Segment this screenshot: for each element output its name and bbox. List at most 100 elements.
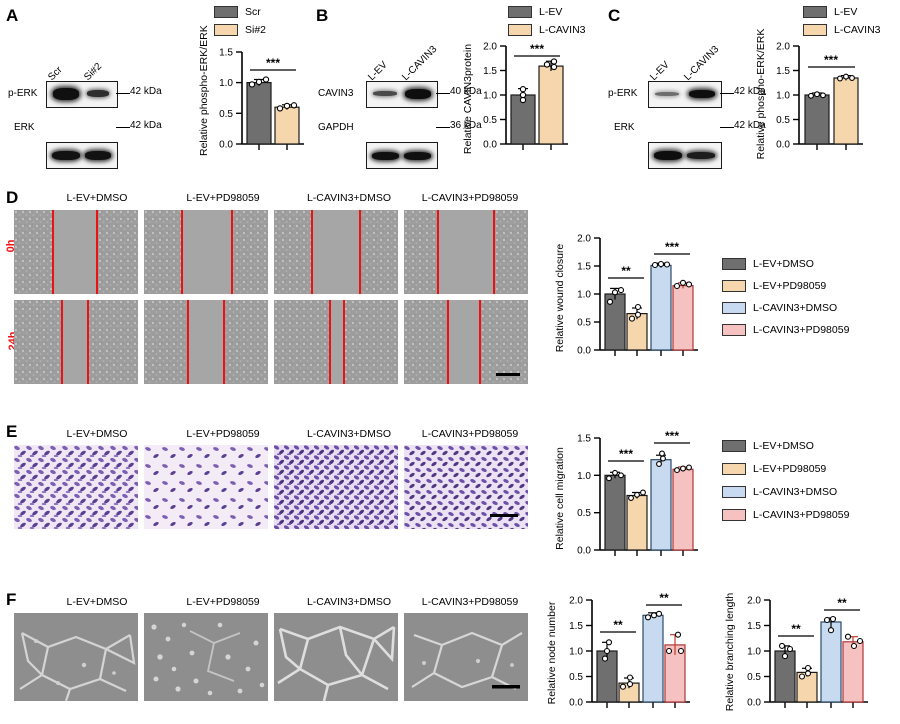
wound-image-0h-3 bbox=[274, 210, 398, 294]
legend-label: L-CAVIN3+PD98059 bbox=[753, 324, 850, 336]
blot-kda-label: 36 kDa bbox=[450, 120, 482, 131]
legend-swatch bbox=[214, 24, 238, 36]
legend-label: L-CAVIN3+PD98059 bbox=[753, 509, 850, 521]
legend-swatch bbox=[214, 6, 238, 18]
legend-label: L-EV+DMSO bbox=[753, 440, 814, 452]
blot-row-label: CAVIN3 bbox=[318, 88, 354, 99]
blot-band-box bbox=[366, 142, 438, 169]
svg-text:2.0: 2.0 bbox=[577, 234, 591, 245]
legend: Scr Si#2 bbox=[214, 6, 266, 42]
panel-f-image-title: L-CAVIN3+DMSO bbox=[306, 596, 392, 608]
svg-text:***: *** bbox=[824, 53, 838, 67]
svg-text:0.5: 0.5 bbox=[776, 115, 790, 126]
panel-letter-f: F bbox=[6, 590, 17, 609]
svg-text:**: ** bbox=[621, 264, 631, 278]
blot-kda-label: 42 kDa bbox=[734, 86, 766, 97]
panel-e-image-title: L-EV+PD98059 bbox=[186, 428, 260, 440]
panel-c-blot: L-EV L-CAVIN3 p-ERK 42 kDa ERK 42 kDa bbox=[608, 44, 766, 169]
blot-lane-label: L-CAVIN3 bbox=[400, 43, 440, 83]
svg-text:1.5: 1.5 bbox=[569, 621, 583, 632]
blot-kda-label: 42 kDa bbox=[130, 86, 162, 97]
panel-f-image-title: L-EV+DMSO bbox=[66, 596, 128, 608]
svg-text:0.0: 0.0 bbox=[577, 346, 591, 357]
panel-letter-c: C bbox=[608, 6, 621, 25]
wound-image-0h-2 bbox=[144, 210, 268, 294]
legend-label: Scr bbox=[245, 6, 261, 18]
legend-swatch bbox=[722, 324, 746, 336]
svg-text:1.0: 1.0 bbox=[569, 647, 583, 658]
legend-label: L-EV+PD98059 bbox=[753, 280, 827, 292]
svg-text:***: *** bbox=[530, 42, 544, 56]
blot-lane-label: L-CAVIN3 bbox=[682, 43, 722, 83]
panel-f-chart-node: Relative node number 0.0 0.5 1.0 1.5 2.0 bbox=[540, 588, 716, 724]
panel-letter-d: D bbox=[6, 188, 19, 207]
panel-e-image-title: L-EV+DMSO bbox=[66, 428, 128, 440]
legend-label: L-CAVIN3 bbox=[539, 24, 586, 36]
migration-image-2 bbox=[144, 445, 268, 529]
panel-f-image-title: L-EV+PD98059 bbox=[186, 596, 260, 608]
panel-d-image-title: L-EV+DMSO bbox=[66, 192, 128, 204]
blot-row-label: p-ERK bbox=[608, 88, 638, 99]
svg-text:0.0: 0.0 bbox=[776, 140, 790, 151]
svg-text:0.5: 0.5 bbox=[569, 672, 583, 683]
migration-image-1 bbox=[14, 445, 138, 529]
svg-text:1.5: 1.5 bbox=[747, 621, 761, 632]
legend-label: L-EV+DMSO bbox=[753, 258, 814, 270]
tube-image-3 bbox=[274, 613, 398, 701]
svg-text:2.0: 2.0 bbox=[776, 42, 790, 53]
blot-band-box bbox=[648, 81, 722, 108]
panel-a-blot: Scr Si#2 p-ERK 42 kDa ERK 42 kDa bbox=[8, 50, 162, 169]
migration-image-3 bbox=[274, 445, 398, 529]
legend-swatch bbox=[722, 258, 746, 270]
blot-band-box bbox=[648, 142, 722, 169]
blot-band-box bbox=[46, 81, 118, 108]
svg-text:***: *** bbox=[665, 240, 679, 254]
svg-text:1.5: 1.5 bbox=[483, 66, 497, 77]
panel-c-chart: Relative phospho-ERK/ERK L-EV L-CAVIN3 0… bbox=[745, 4, 900, 164]
svg-text:1.0: 1.0 bbox=[483, 91, 497, 102]
legend-swatch bbox=[722, 440, 746, 452]
wound-image-24h-4 bbox=[404, 300, 528, 384]
panel-d-image-title: L-CAVIN3+PD98059 bbox=[421, 192, 519, 204]
bar-chart-plot: 0.0 0.5 1.0 1.5 2.0 bbox=[562, 230, 712, 370]
svg-text:0.0: 0.0 bbox=[483, 140, 497, 151]
legend-swatch bbox=[803, 24, 827, 36]
panel-e-legend: L-EV+DMSO L-EV+PD98059 L-CAVIN3+DMSO L-C… bbox=[722, 440, 849, 527]
panel-letter-b: B bbox=[316, 6, 329, 25]
panel-b-blot: L-EV L-CAVIN3 CAVIN3 40 kDa GAPDH 36 kDa bbox=[318, 44, 482, 169]
panel-d-image-title: L-CAVIN3+DMSO bbox=[306, 192, 392, 204]
scale-bar bbox=[490, 514, 518, 517]
legend-swatch bbox=[722, 486, 746, 498]
bar-chart-plot: 0.0 0.5 1.0 1.5 2.0 *** bbox=[468, 40, 578, 164]
svg-text:1.5: 1.5 bbox=[577, 434, 591, 445]
panel-letter-a: A bbox=[6, 6, 19, 25]
blot-kda-label: 42 kDa bbox=[130, 120, 162, 131]
legend-label: L-EV bbox=[834, 6, 858, 18]
panel-d-chart: Relative wound closure 0.0 0.5 1.0 1.5 2… bbox=[546, 218, 736, 388]
wound-image-24h-1 bbox=[14, 300, 138, 384]
svg-text:1.0: 1.0 bbox=[776, 91, 790, 102]
legend-swatch bbox=[722, 509, 746, 521]
panel-d-legend: L-EV+DMSO L-EV+PD98059 L-CAVIN3+DMSO L-C… bbox=[722, 258, 849, 342]
svg-text:1.5: 1.5 bbox=[219, 48, 233, 59]
svg-text:**: ** bbox=[837, 596, 847, 610]
blot-lane-label: Si#2 bbox=[82, 61, 105, 83]
svg-text:1.5: 1.5 bbox=[577, 262, 591, 273]
panel-letter-e: E bbox=[6, 422, 18, 441]
svg-text:1.0: 1.0 bbox=[577, 290, 591, 301]
svg-text:0.5: 0.5 bbox=[577, 508, 591, 519]
tube-image-4 bbox=[404, 613, 528, 701]
legend-swatch bbox=[722, 302, 746, 314]
svg-text:**: ** bbox=[613, 618, 623, 632]
wound-image-24h-2 bbox=[144, 300, 268, 384]
svg-text:2.0: 2.0 bbox=[747, 596, 761, 607]
migration-image-4 bbox=[404, 445, 528, 529]
wound-image-0h-1 bbox=[14, 210, 138, 294]
legend-swatch bbox=[803, 6, 827, 18]
legend-swatch bbox=[508, 6, 532, 18]
svg-text:***: *** bbox=[266, 56, 280, 70]
legend-label: Si#2 bbox=[245, 24, 267, 36]
blot-row-label: p-ERK bbox=[8, 88, 38, 99]
legend-swatch bbox=[508, 24, 532, 36]
legend-label: L-CAVIN3+DMSO bbox=[753, 302, 838, 314]
